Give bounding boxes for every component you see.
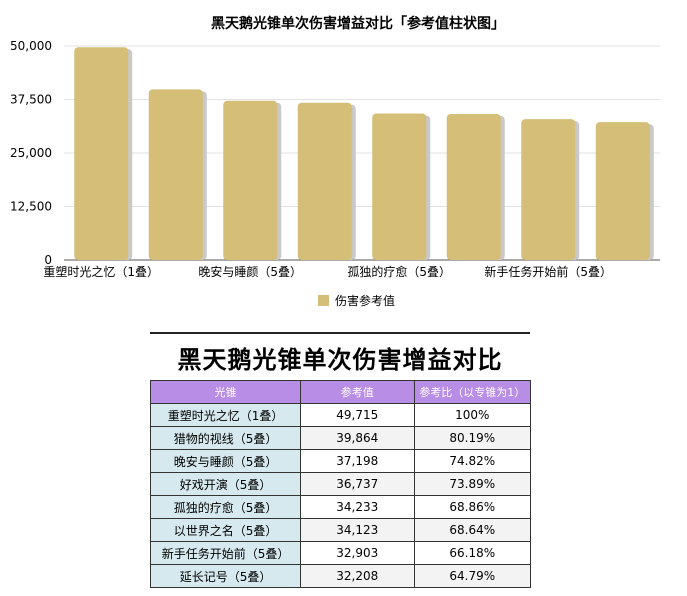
row-value: 39,864	[300, 426, 415, 450]
row-name: 好戏开演（5叠）	[149, 472, 302, 496]
row-name: 猎物的视线（5叠）	[149, 426, 302, 450]
row-ratio: 64.79%	[413, 564, 531, 588]
header-reference-ratio: 参考比（以专锥为1）	[413, 380, 531, 404]
legend-label: 伤害参考值	[335, 293, 395, 308]
row-value: 37,198	[300, 449, 415, 473]
row-value: 36,737	[300, 472, 415, 496]
row-ratio: 68.86%	[413, 495, 531, 519]
bar	[521, 119, 576, 260]
chart-title: 黑天鹅光锥单次伤害增益对比「参考值柱状图」	[211, 15, 505, 32]
bar	[297, 102, 352, 260]
header-reference-value: 参考值	[300, 380, 415, 404]
row-value: 32,208	[300, 564, 415, 588]
row-value: 32,903	[300, 541, 415, 565]
row-name: 以世界之名（5叠）	[149, 518, 302, 542]
row-name: 晚安与睡颜（5叠）	[149, 449, 302, 473]
y-tick-label: 37,500	[10, 93, 52, 107]
row-name: 孤独的疗愈（5叠）	[149, 495, 302, 519]
table-title: 黑天鹅光锥单次伤害增益对比	[177, 346, 503, 374]
row-value: 34,233	[300, 495, 415, 519]
y-tick-label: 0	[44, 253, 52, 267]
x-tick-label: 新手任务开始前（5叠）	[484, 264, 612, 279]
row-name: 延长记号（5叠）	[149, 564, 302, 588]
table-row: 新手任务开始前（5叠） 32,903 66.18%	[149, 541, 531, 565]
table-row: 以世界之名（5叠） 34,123 68.64%	[149, 518, 531, 542]
bar-chart: 黑天鹅光锥单次伤害增益对比「参考值柱状图」 0 12,500 25,000 37,50…	[10, 15, 660, 308]
legend-swatch	[318, 295, 329, 306]
y-tick-label: 25,000	[10, 146, 52, 160]
row-ratio: 68.64%	[413, 518, 531, 542]
comparison-table: 光锥 参考值 参考比（以专锥为1） 重塑时光之忆（1叠） 49,715 100%…	[149, 380, 531, 588]
bar	[372, 113, 427, 260]
x-tick-label: 孤独的疗愈（5叠）	[347, 264, 451, 279]
row-name: 新手任务开始前（5叠）	[149, 541, 302, 565]
table-header-row: 光锥 参考值 参考比（以专锥为1）	[149, 380, 531, 404]
bar	[595, 122, 650, 261]
table-row: 孤独的疗愈（5叠） 34,233 68.86%	[149, 495, 531, 519]
row-ratio: 73.89%	[413, 472, 531, 496]
row-value: 34,123	[300, 518, 415, 542]
row-name: 重塑时光之忆（1叠）	[149, 403, 302, 427]
bar	[148, 89, 203, 260]
bar	[446, 113, 501, 261]
chart-canvas: 黑天鹅光锥单次伤害增益对比「参考值柱状图」 0 12,500 25,000 37,50…	[10, 15, 660, 308]
y-tick-label: 50,000	[10, 39, 52, 53]
bar	[74, 47, 129, 260]
row-ratio: 66.18%	[413, 541, 531, 565]
table-row: 延长记号（5叠） 32,208 64.79%	[149, 564, 531, 588]
y-tick-label: 12,500	[10, 200, 52, 214]
x-tick-label: 晚安与睡颜（5叠）	[198, 264, 302, 279]
row-value: 49,715	[300, 403, 415, 427]
table-row: 晚安与睡颜（5叠） 37,198 74.82%	[149, 449, 531, 473]
row-ratio: 80.19%	[413, 426, 531, 450]
header-light-cone: 光锥	[149, 380, 302, 404]
table-top-rule	[150, 332, 530, 334]
row-ratio: 100%	[413, 403, 531, 427]
table-row: 重塑时光之忆（1叠） 49,715 100%	[149, 403, 531, 427]
table-row: 猎物的视线（5叠） 39,864 80.19%	[149, 426, 531, 450]
table-row: 好戏开演（5叠） 36,737 73.89%	[149, 472, 531, 496]
x-tick-label: 重塑时光之忆（1叠）	[43, 264, 159, 279]
bar	[223, 100, 278, 260]
row-ratio: 74.82%	[413, 449, 531, 473]
